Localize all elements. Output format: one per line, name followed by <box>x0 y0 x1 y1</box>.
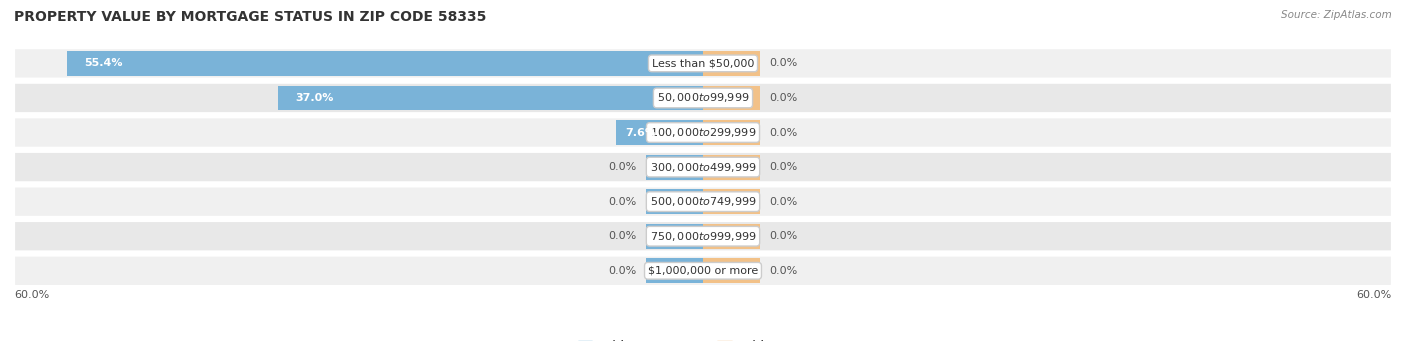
Text: Less than $50,000: Less than $50,000 <box>652 58 754 69</box>
Text: 60.0%: 60.0% <box>1357 290 1392 300</box>
Text: $500,000 to $749,999: $500,000 to $749,999 <box>650 195 756 208</box>
FancyBboxPatch shape <box>14 152 1392 182</box>
FancyBboxPatch shape <box>14 221 1392 251</box>
FancyBboxPatch shape <box>14 117 1392 148</box>
Text: 7.6%: 7.6% <box>624 128 657 137</box>
FancyBboxPatch shape <box>14 48 1392 78</box>
Bar <box>703 51 761 76</box>
Text: 0.0%: 0.0% <box>769 231 797 241</box>
Text: 37.0%: 37.0% <box>295 93 333 103</box>
Bar <box>703 258 761 283</box>
Text: $300,000 to $499,999: $300,000 to $499,999 <box>650 161 756 174</box>
Text: 0.0%: 0.0% <box>769 93 797 103</box>
Text: $1,000,000 or more: $1,000,000 or more <box>648 266 758 276</box>
Bar <box>645 258 703 283</box>
Text: 0.0%: 0.0% <box>769 266 797 276</box>
Text: $750,000 to $999,999: $750,000 to $999,999 <box>650 230 756 243</box>
Bar <box>645 155 703 179</box>
Bar <box>703 86 761 110</box>
Text: Source: ZipAtlas.com: Source: ZipAtlas.com <box>1281 10 1392 20</box>
Text: 0.0%: 0.0% <box>769 162 797 172</box>
FancyBboxPatch shape <box>14 187 1392 217</box>
Text: 0.0%: 0.0% <box>609 266 637 276</box>
Text: 0.0%: 0.0% <box>609 197 637 207</box>
Text: $100,000 to $299,999: $100,000 to $299,999 <box>650 126 756 139</box>
Bar <box>703 224 761 249</box>
Legend: Without Mortgage, With Mortgage: Without Mortgage, With Mortgage <box>574 336 832 341</box>
Bar <box>645 224 703 249</box>
Bar <box>67 51 703 76</box>
Text: PROPERTY VALUE BY MORTGAGE STATUS IN ZIP CODE 58335: PROPERTY VALUE BY MORTGAGE STATUS IN ZIP… <box>14 10 486 24</box>
FancyBboxPatch shape <box>14 256 1392 286</box>
Bar <box>616 120 703 145</box>
Bar <box>278 86 703 110</box>
Text: 60.0%: 60.0% <box>14 290 49 300</box>
FancyBboxPatch shape <box>14 83 1392 113</box>
Bar <box>703 189 761 214</box>
Text: 55.4%: 55.4% <box>84 58 122 69</box>
Text: 0.0%: 0.0% <box>769 58 797 69</box>
Text: $50,000 to $99,999: $50,000 to $99,999 <box>657 91 749 104</box>
Bar <box>645 189 703 214</box>
Text: 0.0%: 0.0% <box>769 128 797 137</box>
Bar <box>703 155 761 179</box>
Bar <box>703 120 761 145</box>
Text: 0.0%: 0.0% <box>769 197 797 207</box>
Text: 0.0%: 0.0% <box>609 231 637 241</box>
Text: 0.0%: 0.0% <box>609 162 637 172</box>
